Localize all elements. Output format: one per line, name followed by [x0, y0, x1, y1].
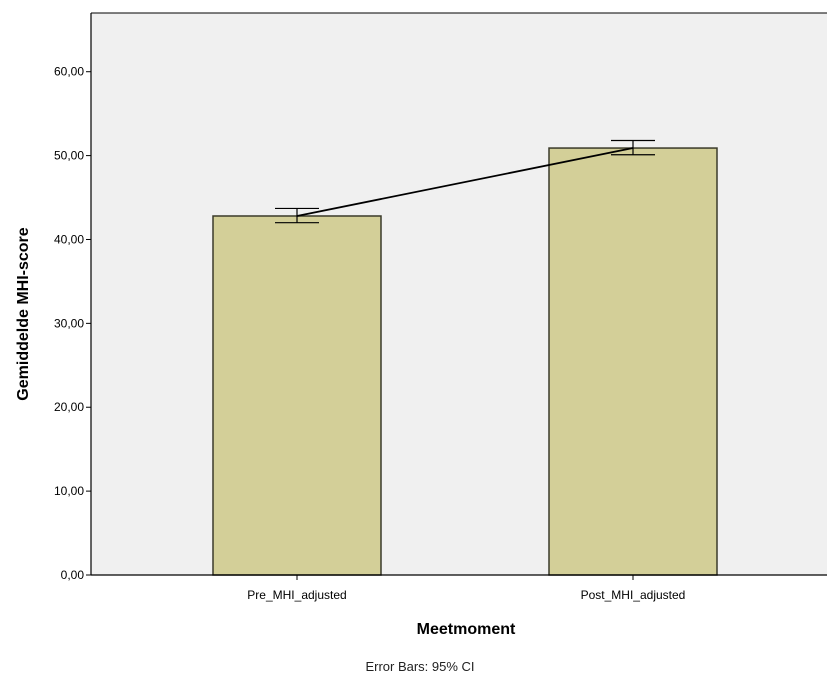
- y-tick-label: 50,00: [54, 149, 84, 163]
- y-tick-label: 30,00: [54, 316, 84, 330]
- error-bars-footnote: Error Bars: 95% CI: [365, 659, 474, 674]
- y-tick-label: 60,00: [54, 65, 84, 79]
- y-tick-label: 40,00: [54, 232, 84, 246]
- x-tick-label: Post_MHI_adjusted: [581, 588, 686, 602]
- bar-post-mhi-adjusted: [548, 147, 718, 576]
- y-axis-title: Gemiddelde MHI-score: [15, 227, 32, 400]
- y-axis-ticks: 0,00 10,00 20,00 30,00 40,00 50,00 60,00: [54, 65, 91, 582]
- x-tick-label: Pre_MHI_adjusted: [247, 588, 346, 602]
- bar-pre-mhi-adjusted: [212, 215, 382, 576]
- y-tick-label: 20,00: [54, 400, 84, 414]
- error-bars: [275, 139, 655, 224]
- mean-line: [296, 147, 634, 217]
- mean-connecting-line: [296, 147, 634, 217]
- y-tick-label: 10,00: [54, 484, 84, 498]
- axes: [90, 12, 827, 576]
- y-tick-label: 0,00: [61, 568, 85, 582]
- x-axis-ticks: Pre_MHI_adjusted Post_MHI_adjusted: [247, 575, 685, 602]
- x-axis-title: Meetmoment: [417, 621, 516, 638]
- error-bar-2: [611, 139, 655, 156]
